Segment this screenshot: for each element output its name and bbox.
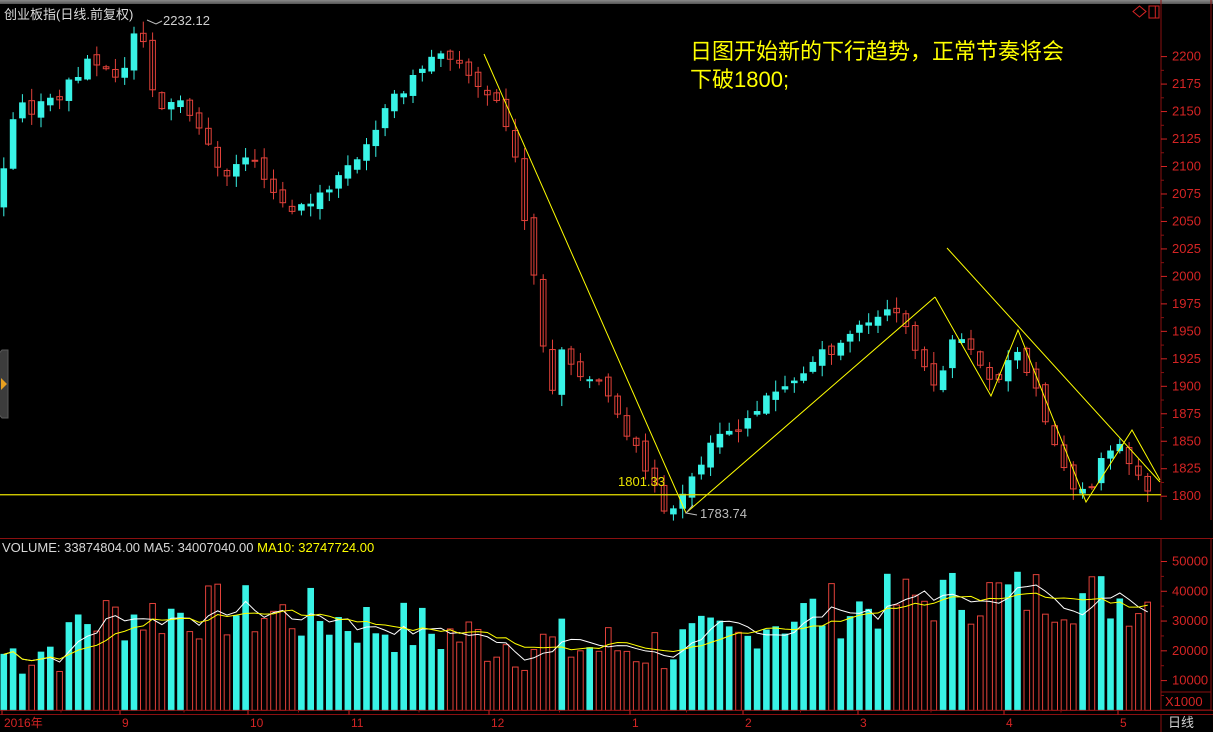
svg-text:11: 11 xyxy=(351,716,364,730)
svg-text:2: 2 xyxy=(745,716,752,730)
svg-text:50000: 50000 xyxy=(1172,554,1208,569)
svg-text:日线: 日线 xyxy=(1168,715,1194,730)
svg-text:2016年: 2016年 xyxy=(4,716,43,730)
svg-text:20000: 20000 xyxy=(1172,643,1208,658)
svg-text:3: 3 xyxy=(860,716,867,730)
svg-text:40000: 40000 xyxy=(1172,583,1208,598)
svg-text:X1000: X1000 xyxy=(1165,694,1203,709)
svg-text:10000: 10000 xyxy=(1172,673,1208,688)
svg-text:10: 10 xyxy=(250,716,264,730)
svg-text:5: 5 xyxy=(1120,716,1127,730)
svg-text:1: 1 xyxy=(632,716,639,730)
svg-text:9: 9 xyxy=(122,716,129,730)
svg-text:30000: 30000 xyxy=(1172,613,1208,628)
svg-text:4: 4 xyxy=(1006,716,1013,730)
svg-text:12: 12 xyxy=(491,716,505,730)
